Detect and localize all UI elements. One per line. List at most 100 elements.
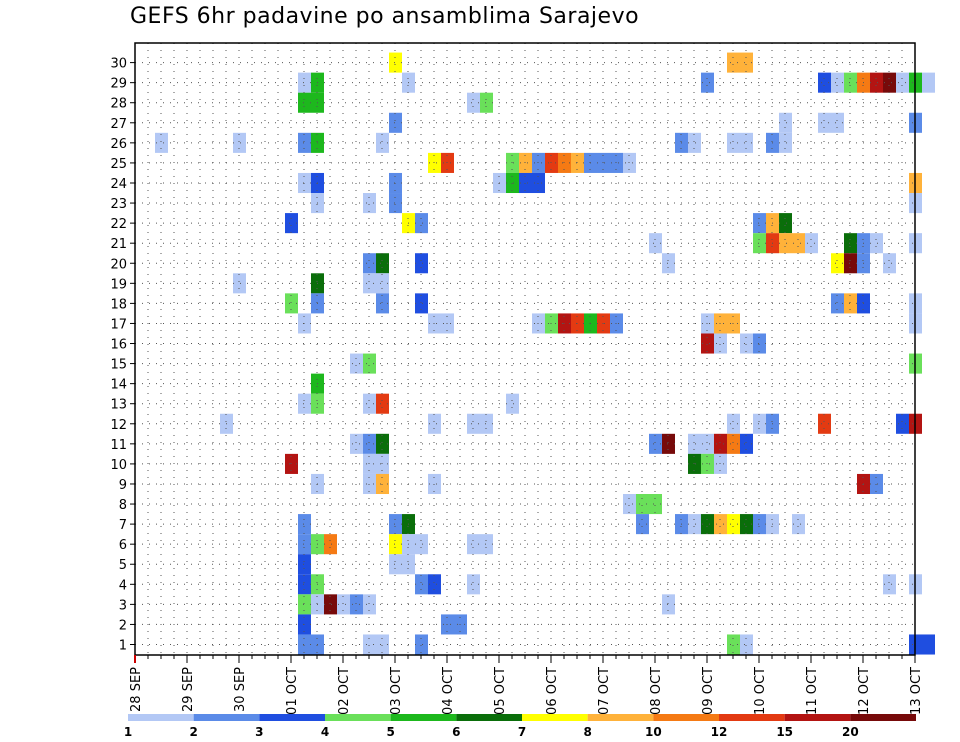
heat-cell — [155, 132, 168, 153]
y-tick-label: 16 — [110, 338, 127, 353]
heat-cell — [298, 72, 311, 93]
heat-cell — [415, 534, 428, 555]
colorbar-segment — [259, 714, 325, 721]
y-tick-label: 4 — [119, 578, 127, 593]
heat-cell — [389, 514, 402, 535]
heat-cell — [363, 353, 376, 374]
heat-cell — [363, 393, 376, 414]
heat-cell — [298, 92, 311, 113]
heat-cell — [415, 634, 428, 655]
heat-cell — [532, 172, 545, 194]
heat-cell — [415, 574, 428, 595]
y-tick-label: 30 — [110, 57, 127, 72]
heat-cell — [480, 92, 493, 113]
heat-cell — [844, 233, 857, 254]
y-tick-label: 5 — [119, 558, 127, 573]
heat-cell — [363, 473, 376, 495]
x-tick-label: 28 SEP — [129, 667, 144, 712]
heat-cell — [363, 634, 376, 655]
colorbar-label: 1 — [124, 725, 132, 739]
chart-title: GEFS 6hr padavine po ansamblima Sarajevo — [130, 4, 640, 29]
heat-cell — [324, 534, 337, 555]
heat-cell — [285, 293, 298, 314]
heat-cell — [753, 514, 766, 535]
heat-cell — [649, 494, 662, 515]
heat-cell — [753, 213, 766, 234]
x-tick-label: 29 SEP — [181, 667, 196, 712]
heat-cell — [727, 413, 740, 434]
colorbar-label: 15 — [776, 725, 793, 739]
y-tick-label: 13 — [110, 398, 127, 413]
y-tick-label: 7 — [119, 518, 127, 533]
heat-cell — [389, 52, 402, 73]
heat-cell — [727, 514, 740, 535]
y-tick-label: 9 — [119, 478, 127, 493]
heat-cell — [779, 233, 792, 254]
heat-cell — [337, 594, 350, 615]
heat-cell — [792, 233, 805, 254]
heat-cell — [480, 534, 493, 555]
heat-cell — [376, 273, 389, 294]
heat-cell — [350, 353, 363, 374]
colorbar-label: 8 — [583, 725, 591, 739]
x-tick-label: 10 OCT — [753, 667, 768, 715]
heat-cell — [831, 293, 844, 314]
heat-cell — [870, 72, 883, 93]
colorbar-segment — [850, 714, 916, 721]
heat-cell — [727, 132, 740, 153]
colorbar-segment — [325, 714, 391, 721]
heat-cell — [298, 534, 311, 555]
heat-cell — [350, 433, 363, 454]
y-tick-label: 14 — [110, 378, 127, 393]
heat-cell — [662, 253, 675, 274]
heat-cell — [714, 433, 727, 454]
heat-cell — [363, 433, 376, 454]
heat-cell — [727, 433, 740, 454]
heat-cell — [753, 333, 766, 354]
y-tick-label: 12 — [110, 418, 127, 433]
heat-cell — [727, 52, 740, 73]
heat-cell — [298, 514, 311, 535]
y-tick-label: 24 — [110, 177, 127, 192]
colorbar-segment — [587, 714, 654, 721]
heat-cell — [363, 253, 376, 274]
y-tick-label: 23 — [110, 197, 127, 212]
heat-cell — [467, 574, 480, 595]
x-tick-label: 30 SEP — [233, 667, 248, 712]
heat-cell — [753, 413, 766, 434]
colorbar-label: 12 — [711, 725, 728, 739]
x-tick-label: 07 OCT — [597, 667, 612, 715]
heat-cell — [519, 172, 532, 194]
heat-cell — [922, 634, 935, 655]
heat-cell — [480, 413, 493, 434]
x-tick-label: 01 OCT — [285, 667, 300, 715]
y-tick-label: 17 — [110, 317, 127, 332]
colorbar-segment — [128, 714, 194, 721]
heat-cell — [389, 193, 402, 214]
heat-cell — [779, 213, 792, 234]
heat-cell — [740, 333, 753, 354]
heat-cell — [298, 554, 311, 575]
y-tick-label: 1 — [119, 639, 127, 654]
colorbar-label: 7 — [518, 725, 526, 739]
heat-cell — [428, 574, 441, 595]
heat-cell — [688, 132, 701, 153]
y-tick-label: 2 — [119, 618, 127, 633]
heat-cell — [415, 293, 428, 314]
heat-cell — [376, 253, 389, 274]
heat-cell — [714, 333, 727, 354]
heat-cell — [688, 514, 701, 535]
colorbar-label: 2 — [189, 725, 197, 739]
colorbar-label: 20 — [842, 725, 859, 739]
heat-cell — [623, 494, 636, 515]
heat-cell — [389, 534, 402, 555]
colorbar-label: 10 — [645, 725, 662, 739]
heat-cell — [636, 494, 649, 515]
y-tick-label: 29 — [110, 77, 127, 92]
colorbar-segment — [653, 714, 719, 721]
heat-cell — [740, 52, 753, 73]
y-tick-label: 28 — [110, 97, 127, 112]
x-tick-label: 09 OCT — [701, 667, 716, 715]
heat-cell — [831, 112, 844, 133]
